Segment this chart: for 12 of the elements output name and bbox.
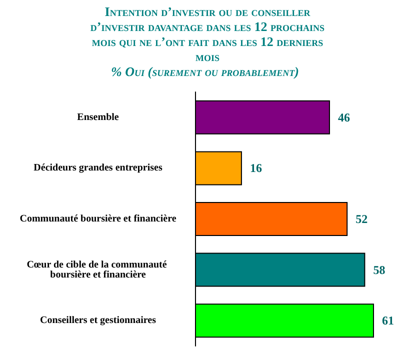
- y-tick-label: Cœur de cible de la communauté boursière et financière: [26, 259, 170, 280]
- data-label: 52: [356, 212, 368, 226]
- data-label: 58: [373, 262, 386, 277]
- data-label: 46: [338, 110, 350, 124]
- data-label: 61: [382, 314, 394, 328]
- data-label: 16: [250, 161, 262, 176]
- chart-subtitle: % Oui (surement ou probablement): [110, 64, 300, 80]
- y-tick-label: Décideurs grandes entreprises: [34, 162, 162, 174]
- y-tick-label: Communauté boursière et financière: [20, 214, 177, 224]
- chart-title: Intention d’investir ou de conseiller d’investir davantage dans les 12 prochains mois qui ne l’ont fait dans les 12 derniers mois: [89, 4, 326, 64]
- y-tick-label: Ensemble: [77, 112, 120, 123]
- y-tick-label: Conseillers et gestionnaires: [40, 315, 156, 326]
